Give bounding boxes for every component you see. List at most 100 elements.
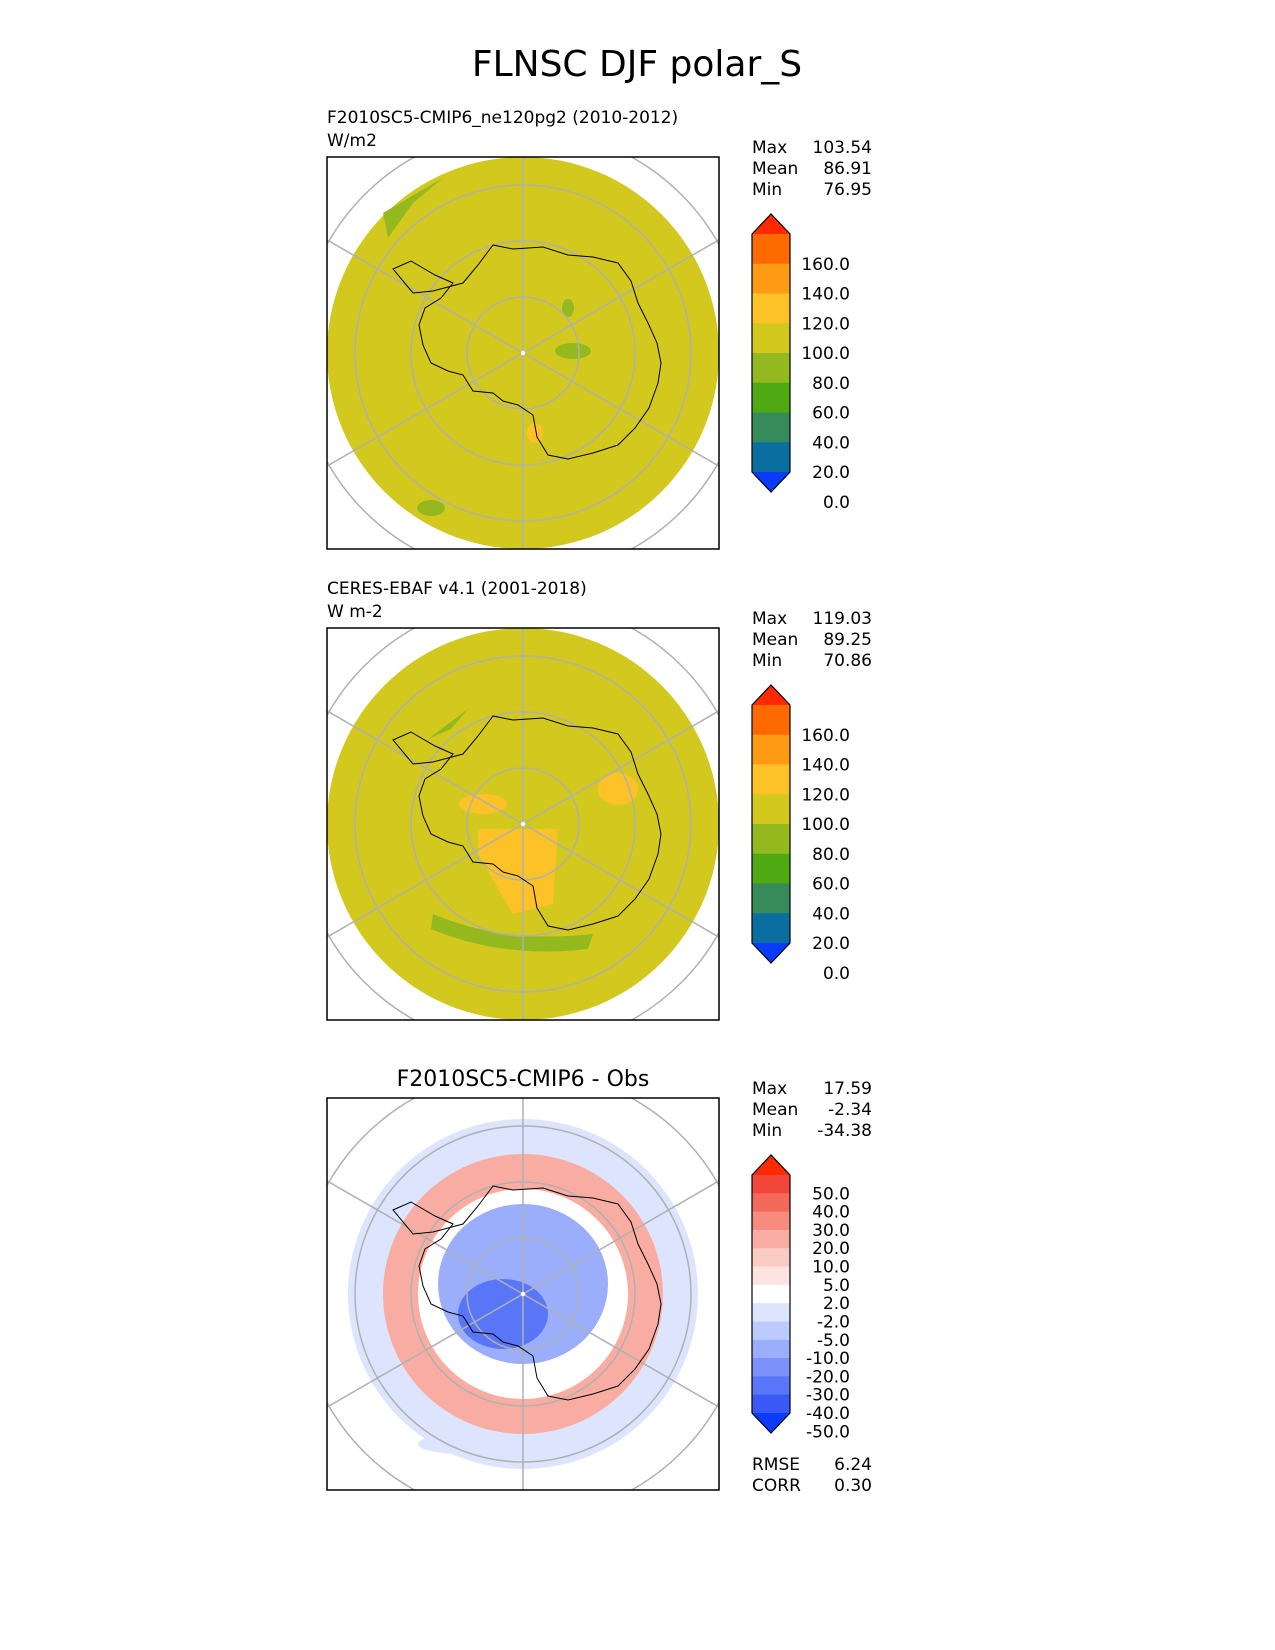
colorbar-tick-label: -2.0 (817, 1312, 850, 1332)
colorbar-tick-label: 20.0 (812, 934, 850, 954)
footer-stat-value: 0.30 (834, 1476, 872, 1496)
stat-label: Min (752, 180, 782, 200)
stat-label: Max (752, 1079, 787, 1099)
colorbar-band (752, 412, 790, 443)
field-patch (459, 794, 507, 814)
colorbar-tick-label: 0.0 (823, 964, 850, 984)
map-frame (326, 627, 720, 1021)
stat-label: Min (752, 1121, 782, 1141)
pole-marker (520, 1291, 526, 1297)
map-area (327, 157, 719, 549)
colorbar-tick-label: 120.0 (801, 314, 850, 334)
field-patch (598, 773, 638, 805)
colorbar-extend-bottom (752, 943, 790, 963)
colorbar-tick-label: 80.0 (812, 845, 850, 865)
colorbar-band (752, 1211, 790, 1231)
colorbar-band (752, 913, 790, 944)
panels: F2010SC5-CMIP6_ne120pg2 (2010-2012) W/m2 M… (326, 108, 872, 1496)
colorbar-tick-label: 5.0 (823, 1276, 850, 1296)
field-patch (562, 299, 574, 317)
colorbar-outline (751, 213, 791, 493)
footer-stat-label: CORR (752, 1476, 801, 1496)
colorbar-band (752, 1358, 790, 1377)
colorbar-band (752, 1284, 790, 1304)
colorbar-tick-label: -50.0 (806, 1422, 850, 1442)
colorbar-tick-label: -10.0 (806, 1349, 850, 1369)
colorbar-tick-label: -40.0 (806, 1404, 850, 1424)
colorbar-band (752, 263, 790, 294)
stat-value: 86.91 (823, 159, 872, 179)
stat-value: 70.86 (823, 651, 872, 671)
colorbar-band (752, 1193, 790, 1213)
panel-title: CERES-EBAF v4.1 (2001-2018) (327, 579, 587, 599)
stat-value: -2.34 (828, 1100, 872, 1120)
field-patch (527, 423, 543, 443)
colorbar-tick-label: 100.0 (801, 815, 850, 835)
colorbar-extend-bottom (752, 472, 790, 492)
colorbar-band (752, 234, 790, 265)
colorbar-tick-label: 160.0 (801, 726, 850, 746)
colorbar-band (752, 293, 790, 324)
colorbar-extend-top (752, 1155, 790, 1175)
panel-units: W m-2 (327, 602, 383, 622)
colorbar: 160.0 140.0 120.0 100.0 80.0 60.0 40.0 20.0 0.0 (751, 213, 850, 513)
colorbar-band (752, 734, 790, 765)
field-patch (478, 829, 558, 914)
map-area (327, 1098, 719, 1490)
colorbar-tick-label: 40.0 (812, 433, 850, 453)
field-patch (431, 914, 593, 952)
colorbar-band (752, 705, 790, 736)
colorbar-tick-label: 2.0 (823, 1294, 850, 1314)
colorbar-band (752, 1394, 790, 1414)
figure-title: FLNSC DJF polar_S (472, 44, 802, 85)
panel-2: CERES-EBAF v4.1 (2001-2018) W m-2 Max 119.0… (326, 579, 872, 1021)
colorbar-band (752, 1303, 790, 1322)
colorbar-tick-label: 80.0 (812, 374, 850, 394)
colorbar-band (752, 382, 790, 413)
colorbar-band (752, 1175, 790, 1194)
colorbar-tick-label: -5.0 (817, 1331, 850, 1351)
stat-label: Min (752, 651, 782, 671)
colorbar-tick-label: -30.0 (806, 1386, 850, 1406)
pole-marker (520, 821, 526, 827)
panel-units: W/m2 (327, 131, 377, 151)
stat-label: Mean (752, 630, 798, 650)
colorbar-band (752, 353, 790, 384)
colorbar-band (752, 794, 790, 825)
stat-label: Max (752, 609, 787, 629)
colorbar-band (752, 1321, 790, 1341)
antarctica-coastline (392, 1185, 662, 1401)
stat-value: 89.25 (823, 630, 872, 650)
pole-marker (520, 350, 526, 356)
colorbar-outline (751, 684, 791, 964)
colorbar-extend-top (752, 214, 790, 234)
panel-center-title: F2010SC5-CMIP6 - Obs (397, 1067, 650, 1092)
colorbar-tick-label: 60.0 (812, 404, 850, 424)
colorbar-tick-label: 160.0 (801, 255, 850, 275)
colorbar-tick-label: 120.0 (801, 785, 850, 805)
map-frame (326, 156, 720, 550)
colorbar-tick-label: 100.0 (801, 344, 850, 364)
map-area (327, 628, 719, 1020)
field-patch (458, 1279, 548, 1349)
colorbar-band (752, 1376, 790, 1396)
panel-title: F2010SC5-CMIP6_ne120pg2 (2010-2012) (327, 108, 678, 128)
colorbar-tick-label: 0.0 (823, 493, 850, 513)
field-patch (555, 343, 591, 359)
field-patch (417, 500, 445, 516)
colorbar-tick-label: -20.0 (806, 1367, 850, 1387)
colorbar-band (752, 1248, 790, 1268)
colorbar-band (752, 1266, 790, 1286)
colorbar-tick-label: 40.0 (812, 904, 850, 924)
stat-value: 103.54 (813, 138, 872, 158)
colorbar-tick-label: 20.0 (812, 1239, 850, 1259)
colorbar-tick-label: 50.0 (812, 1184, 850, 1204)
stat-label: Mean (752, 1100, 798, 1120)
colorbar-tick-label: 140.0 (801, 285, 850, 305)
colorbar-band (752, 1229, 790, 1249)
footer-stat-label: RMSE (752, 1455, 800, 1475)
colorbar: 50.040.030.020.010.05.02.0-2.0-5.0-10.0-… (751, 1154, 850, 1442)
map-frame (326, 1097, 720, 1491)
field-patch (428, 709, 468, 739)
